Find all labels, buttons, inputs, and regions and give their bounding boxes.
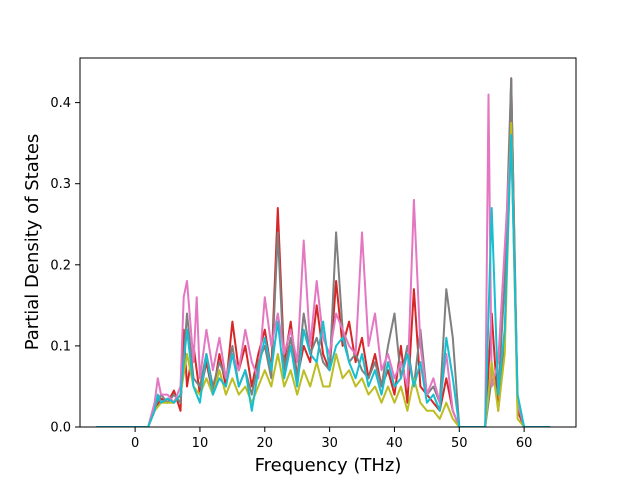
x-tick-label: 0: [131, 436, 139, 451]
y-tick-label: 0.2: [50, 258, 71, 273]
x-tick-label: 20: [257, 436, 274, 451]
y-tick-label: 0.1: [50, 339, 71, 354]
pdos-series-line-1: [96, 77, 551, 427]
pdos-series-line-5: [96, 134, 551, 427]
x-tick-label: 30: [321, 436, 338, 451]
pdos-series-line-2: [96, 77, 551, 427]
x-tick-label: 10: [192, 436, 209, 451]
pdos-series-line-3: [96, 93, 551, 427]
y-tick-label: 0.3: [50, 177, 71, 192]
y-axis-title: Partial Density of States: [22, 134, 43, 351]
y-tick-label: 0.4: [50, 96, 71, 111]
plot-area-frame: [79, 57, 577, 428]
y-tick-label: 0.0: [50, 421, 71, 436]
y-axis-ticks: 0.0 0.1 0.2 0.3 0.4: [50, 96, 80, 436]
x-axis-title: Frequency (THz): [255, 455, 402, 476]
x-tick-label: 60: [516, 436, 533, 451]
x-tick-label: 40: [386, 436, 403, 451]
series-layer: [96, 77, 551, 427]
pdos-series-line-4: [96, 121, 551, 427]
x-axis-ticks: 0 10 20 30 40 50 60: [131, 427, 532, 451]
x-tick-label: 50: [451, 436, 468, 451]
